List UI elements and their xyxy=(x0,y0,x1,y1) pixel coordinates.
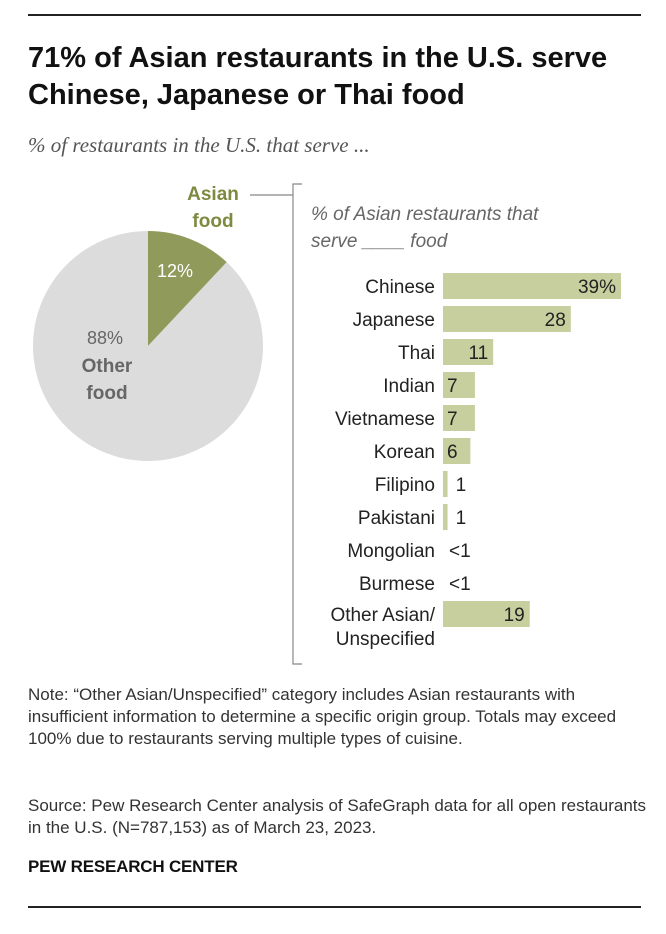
bar-category-label: Korean xyxy=(374,442,435,463)
bar-category-label: Indian xyxy=(383,376,435,397)
bar-category-label: Vietnamese xyxy=(335,409,435,430)
bar-category-label: Thai xyxy=(398,343,435,364)
chart-source: Source: Pew Research Center analysis of … xyxy=(28,796,647,837)
pie-label-asian-name: Asian xyxy=(187,184,239,205)
pie-label-other-name: food xyxy=(86,383,127,404)
pie-label-other-value: 88% xyxy=(87,328,123,348)
bar xyxy=(443,306,571,332)
chart-note: Note: “Other Asian/Unspecified” category… xyxy=(28,685,617,748)
pie-slice-other xyxy=(32,231,264,461)
bar xyxy=(443,438,471,464)
chart-title: 71% of Asian restaurants in the U.S. ser… xyxy=(28,42,608,111)
organization-credit: PEW RESEARCH CENTER xyxy=(28,857,238,876)
top-rule xyxy=(28,14,641,16)
bar xyxy=(443,504,448,530)
bar xyxy=(443,601,530,627)
bar-category-label: Filipino xyxy=(375,475,435,496)
bar-value-label: <1 xyxy=(449,541,471,562)
bar-value-label: 7 xyxy=(447,376,458,397)
bar-value-label: <1 xyxy=(449,574,471,595)
bracket xyxy=(292,183,302,665)
chart-subtitle: % of restaurants in the U.S. that serve … xyxy=(28,133,370,157)
bar-value-label: 7 xyxy=(447,409,458,430)
pie-slice-asian xyxy=(148,231,227,346)
bar-value-label: 6 xyxy=(447,442,458,463)
bottom-rule xyxy=(28,906,641,908)
bar-value-label: 28 xyxy=(545,310,566,331)
bar-category-label: Burmese xyxy=(359,574,435,595)
pie-label-other-name: Other xyxy=(82,356,133,377)
bar-value-label: 39% xyxy=(578,277,616,298)
bar xyxy=(443,372,475,398)
bar-category-label: Japanese xyxy=(353,310,435,331)
bar-value-label: 1 xyxy=(456,508,467,529)
bar-chart-title: serve ____ food xyxy=(311,231,449,252)
pie-label-asian-name: food xyxy=(192,211,233,232)
bar-value-label: 1 xyxy=(456,475,467,496)
bar-value-label: 19 xyxy=(504,605,525,626)
bar xyxy=(443,471,448,497)
pie-label-asian-value: 12% xyxy=(157,261,193,281)
bar xyxy=(443,273,621,299)
bar-category-label: Pakistani xyxy=(358,508,435,529)
bar-chart-title: % of Asian restaurants that xyxy=(311,204,539,225)
bar xyxy=(443,405,475,431)
bar-category-label: Unspecified xyxy=(336,629,435,650)
bar-category-label: Mongolian xyxy=(347,541,435,562)
bar-value-label: 11 xyxy=(468,343,488,364)
bar-category-label: Chinese xyxy=(365,277,435,298)
bar xyxy=(443,339,494,365)
bar-category-label: Other Asian/ xyxy=(330,605,435,626)
